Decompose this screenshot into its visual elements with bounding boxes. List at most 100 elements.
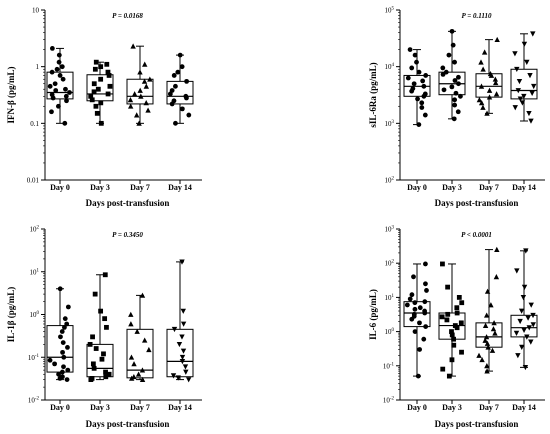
- x-tick-label: Day 0: [50, 403, 70, 412]
- data-point: [127, 97, 134, 103]
- y-tick-label-base: 0.01: [27, 177, 40, 185]
- data-point: [484, 110, 490, 116]
- x-axis-title: Days post-transfusion: [86, 198, 170, 208]
- x-tick-label: Day 0: [407, 183, 427, 192]
- data-point: [175, 375, 181, 381]
- data-point: [89, 376, 95, 381]
- data-point: [492, 79, 499, 86]
- y-tick-label-base: 10: [383, 362, 391, 370]
- y-axis-title: sIL-6Ra (pg/mL): [368, 62, 378, 127]
- data-point: [105, 69, 111, 75]
- data-point: [519, 100, 526, 106]
- data-point: [479, 356, 485, 363]
- data-point: [137, 69, 143, 75]
- box-group: [126, 292, 154, 383]
- data-point: [59, 369, 65, 375]
- data-point: [59, 329, 65, 334]
- data-point: [439, 314, 445, 320]
- data-point: [184, 78, 190, 84]
- data-point: [491, 320, 497, 326]
- box-group: [86, 272, 114, 383]
- data-point: [480, 66, 486, 72]
- data-point: [128, 354, 135, 360]
- y-tick-label-base: 10: [30, 311, 38, 319]
- y-tick-label-exponent: 0: [37, 311, 40, 316]
- x-tick-label: Day 3: [90, 183, 110, 192]
- data-point: [494, 36, 500, 43]
- box-group: [166, 52, 194, 126]
- data-point: [459, 349, 464, 355]
- box-group: [46, 46, 74, 126]
- data-point: [419, 100, 425, 106]
- y-tick-label-base: 1: [36, 63, 40, 71]
- data-point: [443, 69, 449, 75]
- box-iqr: [86, 343, 114, 378]
- data-point: [407, 47, 413, 53]
- data-point: [483, 334, 490, 340]
- box-iqr: [166, 80, 194, 105]
- y-tick-label-exponent: 3: [392, 226, 395, 231]
- data-point: [517, 96, 524, 102]
- data-point: [440, 366, 446, 372]
- data-point: [444, 317, 450, 323]
- data-point: [452, 323, 458, 328]
- data-point: [417, 305, 423, 311]
- data-point: [412, 306, 418, 312]
- y-tick-label: 10: [32, 7, 40, 15]
- data-point: [513, 330, 520, 336]
- data-point: [146, 346, 152, 353]
- data-point: [49, 109, 54, 115]
- data-point: [90, 361, 96, 367]
- y-tick-label-base: 10: [385, 260, 393, 268]
- y-tick-label-exponent: 2: [392, 177, 395, 182]
- x-tick-label: Day 7: [479, 183, 499, 192]
- data-point: [452, 102, 458, 108]
- data-point: [512, 51, 518, 57]
- data-point: [454, 310, 460, 316]
- data-point: [143, 100, 149, 106]
- y-tick-label: 10-1: [28, 354, 40, 362]
- data-point: [440, 65, 446, 71]
- data-point: [64, 98, 69, 104]
- data-point: [179, 259, 185, 265]
- data-point: [55, 103, 61, 109]
- data-point: [104, 324, 109, 330]
- y-tick-label-base: 10: [385, 120, 393, 128]
- data-point: [65, 344, 70, 350]
- data-point: [127, 103, 134, 109]
- data-point: [405, 75, 411, 81]
- data-point: [56, 59, 62, 65]
- x-tick-label: Day 14: [168, 403, 192, 412]
- data-point: [520, 295, 527, 301]
- y-tick-label: 105: [385, 7, 395, 15]
- data-point: [515, 353, 521, 359]
- y-tick-label: 103: [385, 120, 395, 128]
- data-point: [456, 81, 461, 87]
- data-point: [179, 354, 186, 361]
- data-point: [171, 326, 178, 333]
- data-point: [417, 320, 422, 326]
- data-point: [412, 300, 418, 306]
- y-tick-label: 102: [30, 226, 40, 234]
- data-point: [521, 93, 527, 100]
- data-point: [523, 248, 529, 254]
- box-group: [126, 43, 154, 126]
- data-point: [449, 84, 455, 90]
- data-point: [49, 69, 55, 75]
- data-point: [423, 324, 429, 330]
- data-point: [515, 88, 521, 94]
- data-point: [517, 318, 523, 325]
- data-point: [486, 87, 493, 93]
- data-point: [416, 69, 422, 75]
- data-point: [103, 369, 108, 375]
- y-tick-label-base: 10: [30, 268, 38, 276]
- y-tick-label-base: 10: [28, 397, 36, 405]
- data-point: [490, 326, 497, 332]
- y-tick-label-base: 10: [30, 226, 38, 234]
- data-point: [445, 311, 451, 317]
- data-point: [518, 308, 525, 314]
- data-point: [180, 321, 187, 327]
- data-point: [62, 316, 68, 322]
